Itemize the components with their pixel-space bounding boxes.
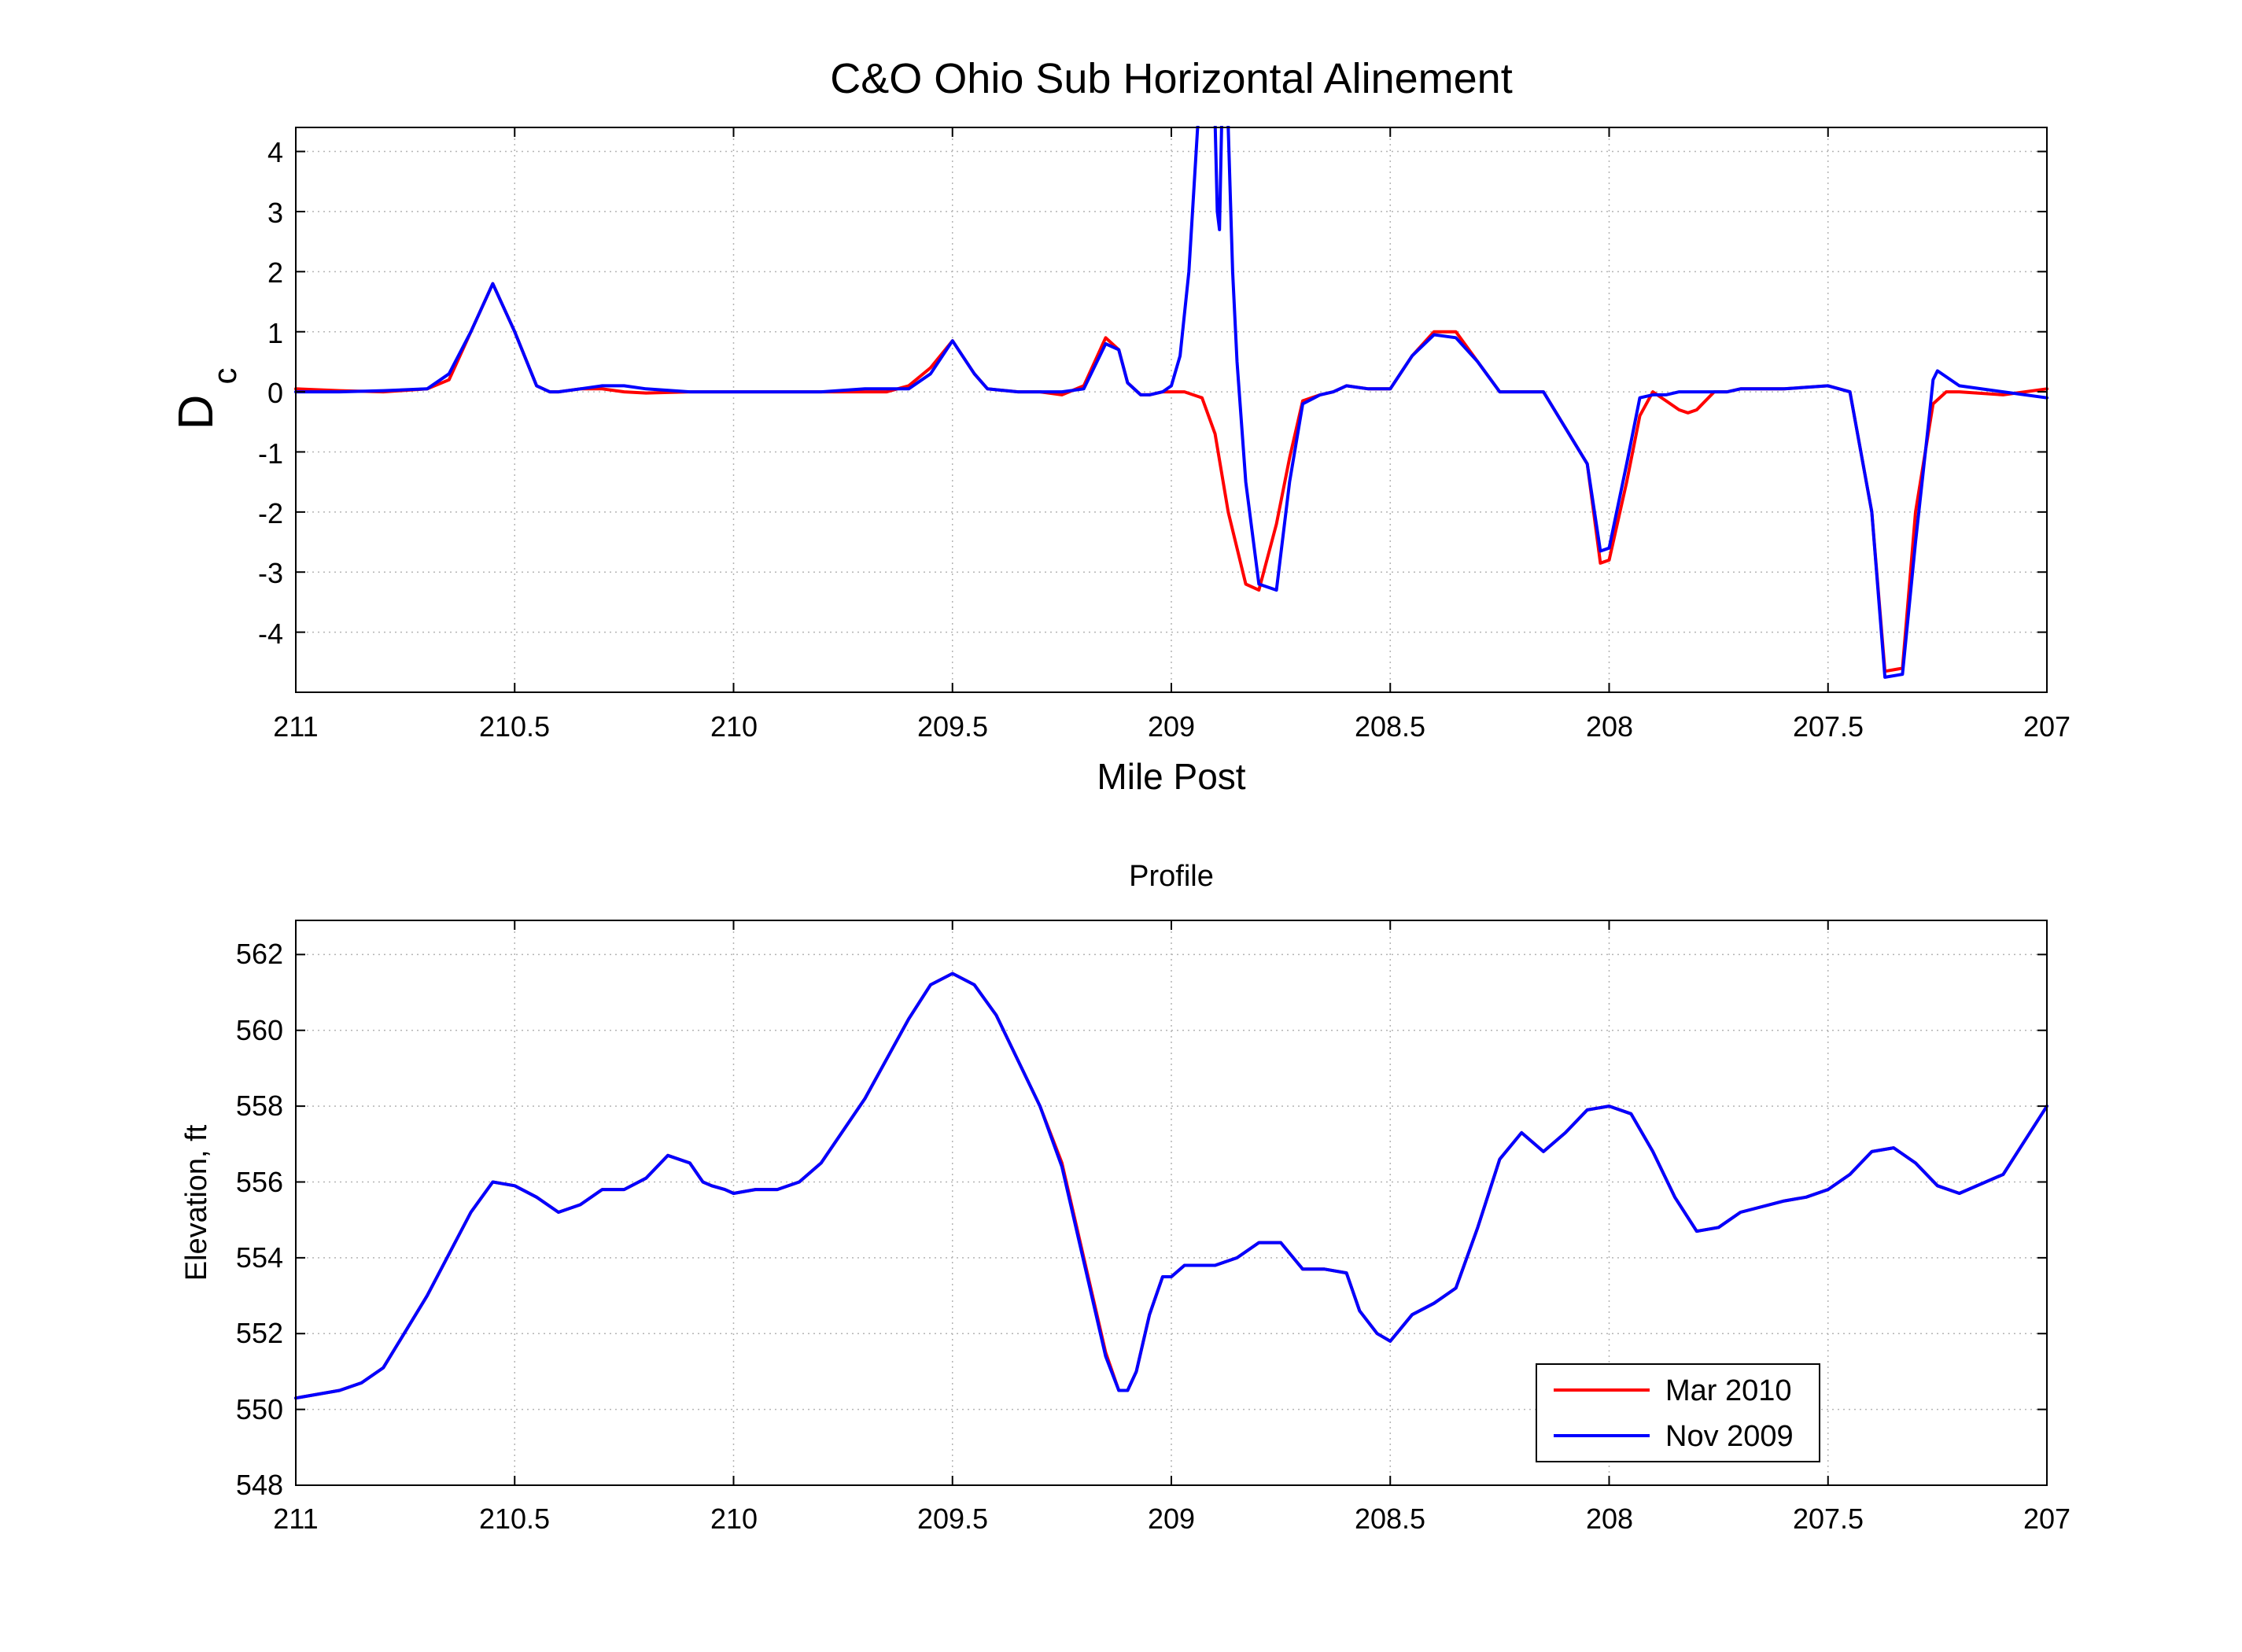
y-tick-label: -1: [258, 437, 283, 470]
x-tick-label: 210: [710, 710, 758, 743]
profile-grid: [296, 920, 2047, 1485]
alignment-y-tick-labels: -4 -3 -2 -1 0 1 2 3 4: [258, 136, 283, 650]
alignment-ticks: [295, 127, 2048, 692]
alignment-grid: [296, 127, 2047, 692]
y-tick-label: 548: [236, 1469, 283, 1501]
y-tick-label: 4: [267, 136, 283, 168]
y-tick-label: 2: [267, 256, 283, 289]
y-axis-label-main: D: [169, 395, 223, 430]
x-tick-label: 207: [2023, 1503, 2071, 1535]
y-tick-label: 556: [236, 1166, 283, 1198]
y-tick-label: -2: [258, 497, 283, 529]
x-tick-label: 208: [1586, 1503, 1633, 1535]
x-tick-label: 208: [1586, 710, 1633, 743]
x-tick-label: 210.5: [479, 1503, 550, 1535]
y-tick-label: -3: [258, 557, 283, 589]
alignment-x-tick-labels: 211 210.5 210 209.5 209 208.5 208 207.5 …: [273, 710, 2071, 743]
figure-title: C&O Ohio Sub Horizontal Alinement: [830, 55, 1512, 102]
profile-y-axis-label: Elevation, ft: [180, 1124, 213, 1281]
x-tick-label: 207: [2023, 710, 2071, 743]
x-tick-label: 211: [273, 1503, 318, 1535]
x-tick-label: 208.5: [1355, 710, 1425, 743]
legend-label-nov-2009: Nov 2009: [1665, 1420, 1794, 1453]
x-tick-label: 208.5: [1355, 1503, 1425, 1535]
x-tick-label: 209.5: [917, 1503, 988, 1535]
alignment-x-axis-label: Mile Post: [1097, 756, 1245, 797]
x-tick-label: 209: [1148, 1503, 1195, 1535]
legend: Mar 2010 Nov 2009: [1536, 1363, 1820, 1462]
x-tick-label: 207.5: [1793, 1503, 1864, 1535]
profile-ticks: [295, 920, 2048, 1486]
x-tick-label: 209.5: [917, 710, 988, 743]
y-tick-label: 552: [236, 1317, 283, 1349]
y-tick-label: 554: [236, 1241, 283, 1274]
alignment-axes: C&O Ohio Sub Horizontal Alinement 211 21…: [169, 55, 2071, 797]
alignment-series: [294, 126, 2048, 679]
x-tick-label: 210: [710, 1503, 758, 1535]
profile-axes: Profile 211 210.5 210 209.5 209 208.5 20…: [180, 860, 2071, 1535]
y-tick-label: 560: [236, 1014, 283, 1046]
y-tick-label: 562: [236, 938, 283, 970]
legend-label-mar-2010: Mar 2010: [1665, 1374, 1792, 1407]
y-tick-label: 558: [236, 1090, 283, 1122]
legend-box: [1536, 1363, 1820, 1462]
y-tick-label: 1: [267, 317, 283, 349]
y-tick-label: 550: [236, 1393, 283, 1425]
alignment-series-nov-2009: [294, 126, 2048, 679]
y-tick-label: 0: [267, 377, 283, 409]
profile-title: Profile: [1129, 860, 1214, 893]
y-axis-label-subscript: c: [206, 368, 243, 385]
alignment-y-axis-label: D c: [169, 368, 243, 430]
x-tick-label: 210.5: [479, 710, 550, 743]
x-tick-label: 211: [273, 710, 318, 743]
profile-x-tick-labels: 211 210.5 210 209.5 209 208.5 208 207.5 …: [273, 1503, 2071, 1535]
x-tick-label: 209: [1148, 710, 1195, 743]
x-tick-label: 207.5: [1793, 710, 1864, 743]
y-tick-label: 3: [267, 197, 283, 229]
profile-y-tick-labels: 548 550 552 554 556 558 560 562: [236, 938, 283, 1501]
y-tick-label: -4: [258, 618, 283, 650]
profile-series-nov-2009: [294, 972, 2048, 1400]
profile-series: [294, 972, 2048, 1400]
